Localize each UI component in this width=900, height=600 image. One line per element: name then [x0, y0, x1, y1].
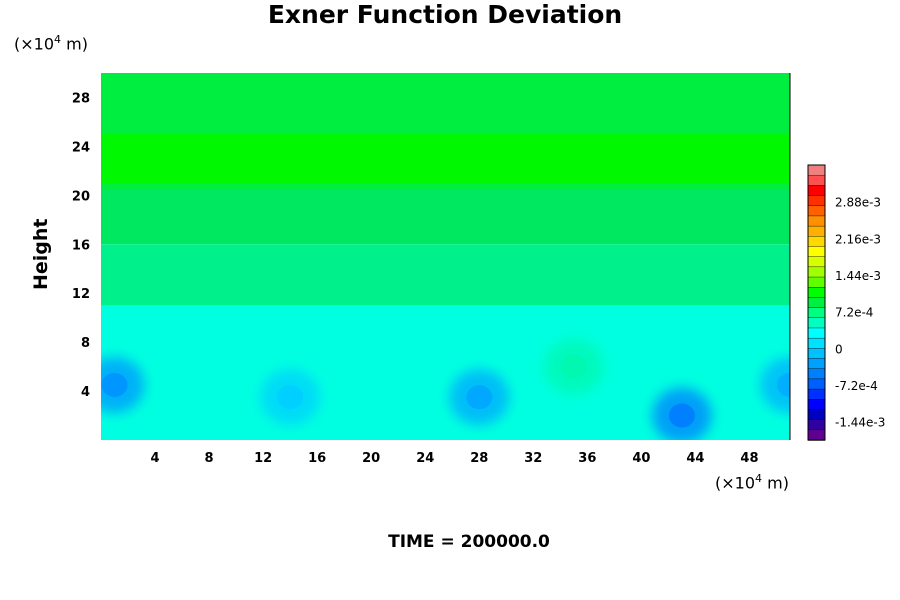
- y-tick-label-12: 12: [72, 287, 90, 302]
- y-tick-label-4: 4: [81, 385, 90, 400]
- y-tick-label-8: 8: [81, 336, 90, 351]
- colorbar-swatch-18: [807, 348, 826, 360]
- x-tick-label-28: 28: [470, 451, 488, 466]
- x-tick-label-8: 8: [205, 451, 214, 466]
- colorbar-swatch-26: [807, 429, 826, 441]
- colorbar-swatch-5: [807, 215, 826, 227]
- colorbar-swatch-20: [807, 368, 826, 380]
- x-axis-unit: (×104 m): [715, 472, 789, 493]
- chart-title: Exner Function Deviation: [267, 0, 623, 29]
- colorbar-swatch-19: [807, 358, 826, 370]
- contour-field: [101, 73, 790, 440]
- colorbar-swatch-10: [807, 266, 826, 278]
- colorbar-swatch-16: [807, 327, 826, 339]
- y-tick-label-24: 24: [72, 140, 90, 155]
- contour-feature-core-5: [560, 354, 587, 379]
- colorbar-swatch-22: [807, 388, 826, 400]
- colorbar-swatch-6: [807, 225, 826, 237]
- colorbar-swatch-9: [807, 256, 826, 268]
- contour-band-2: [101, 189, 790, 245]
- contour-feature-core-4: [777, 372, 790, 397]
- contour-feature-core-1: [277, 385, 304, 410]
- y-tick-label-16: 16: [72, 238, 90, 253]
- colorbar-swatch-24: [807, 409, 826, 421]
- colorbar-label-2: 1.44e-3: [835, 269, 881, 283]
- colorbar-swatch-12: [807, 287, 826, 299]
- colorbar-label-6: -1.44e-3: [835, 416, 885, 430]
- colorbar-label-1: 2.16e-3: [835, 232, 881, 246]
- colorbar-swatch-1: [807, 174, 826, 187]
- contour-feature-core-0: [101, 372, 128, 397]
- x-tick-label-48: 48: [740, 451, 758, 466]
- colorbar-swatch-3: [807, 195, 826, 207]
- x-tick-label-36: 36: [578, 451, 596, 466]
- contour-band-3: [101, 244, 790, 306]
- x-tick-label-12: 12: [254, 451, 272, 466]
- colorbar-swatch-23: [807, 399, 826, 411]
- colorbar-label-0: 2.88e-3: [835, 196, 881, 210]
- contour-feature-core-2: [466, 385, 493, 410]
- x-tick-label-32: 32: [524, 451, 542, 466]
- y-axis-unit: (×104 m): [14, 33, 88, 54]
- colorbar-label-4: 0: [835, 342, 843, 356]
- x-tick-label-16: 16: [308, 451, 326, 466]
- colorbar-frame: [807, 164, 826, 441]
- colorbar-swatch-15: [807, 317, 826, 329]
- colorbar-swatch-21: [807, 378, 826, 390]
- x-tick-label-20: 20: [362, 451, 380, 466]
- time-footer: TIME = 200000.0: [388, 532, 550, 552]
- colorbar-swatch-25: [807, 419, 826, 431]
- colorbar-swatch-11: [807, 276, 826, 288]
- y-tick-label-20: 20: [72, 189, 90, 204]
- contour-feature-halo-4: [760, 356, 790, 413]
- y-tick-label-28: 28: [72, 91, 90, 106]
- colorbar-swatch-7: [807, 236, 826, 248]
- colorbar-swatch-14: [807, 307, 826, 319]
- colorbar-swatch-13: [807, 297, 826, 309]
- x-tick-label-40: 40: [632, 451, 650, 466]
- colorbar-label-5: -7.2e-4: [835, 379, 878, 393]
- contour-feature-core-3: [668, 403, 695, 428]
- x-tick-label-4: 4: [151, 451, 160, 466]
- colorbar-swatch-8: [807, 246, 826, 258]
- contour-band-1: [101, 134, 790, 184]
- colorbar-swatch-2: [807, 185, 826, 197]
- x-tick-label-24: 24: [416, 451, 434, 466]
- colorbar-swatch-0: [807, 164, 826, 176]
- colorbar-label-3: 7.2e-4: [835, 306, 873, 320]
- colorbar-swatch-17: [807, 337, 826, 350]
- x-tick-label-44: 44: [686, 451, 704, 466]
- colorbar-swatch-4: [807, 205, 826, 217]
